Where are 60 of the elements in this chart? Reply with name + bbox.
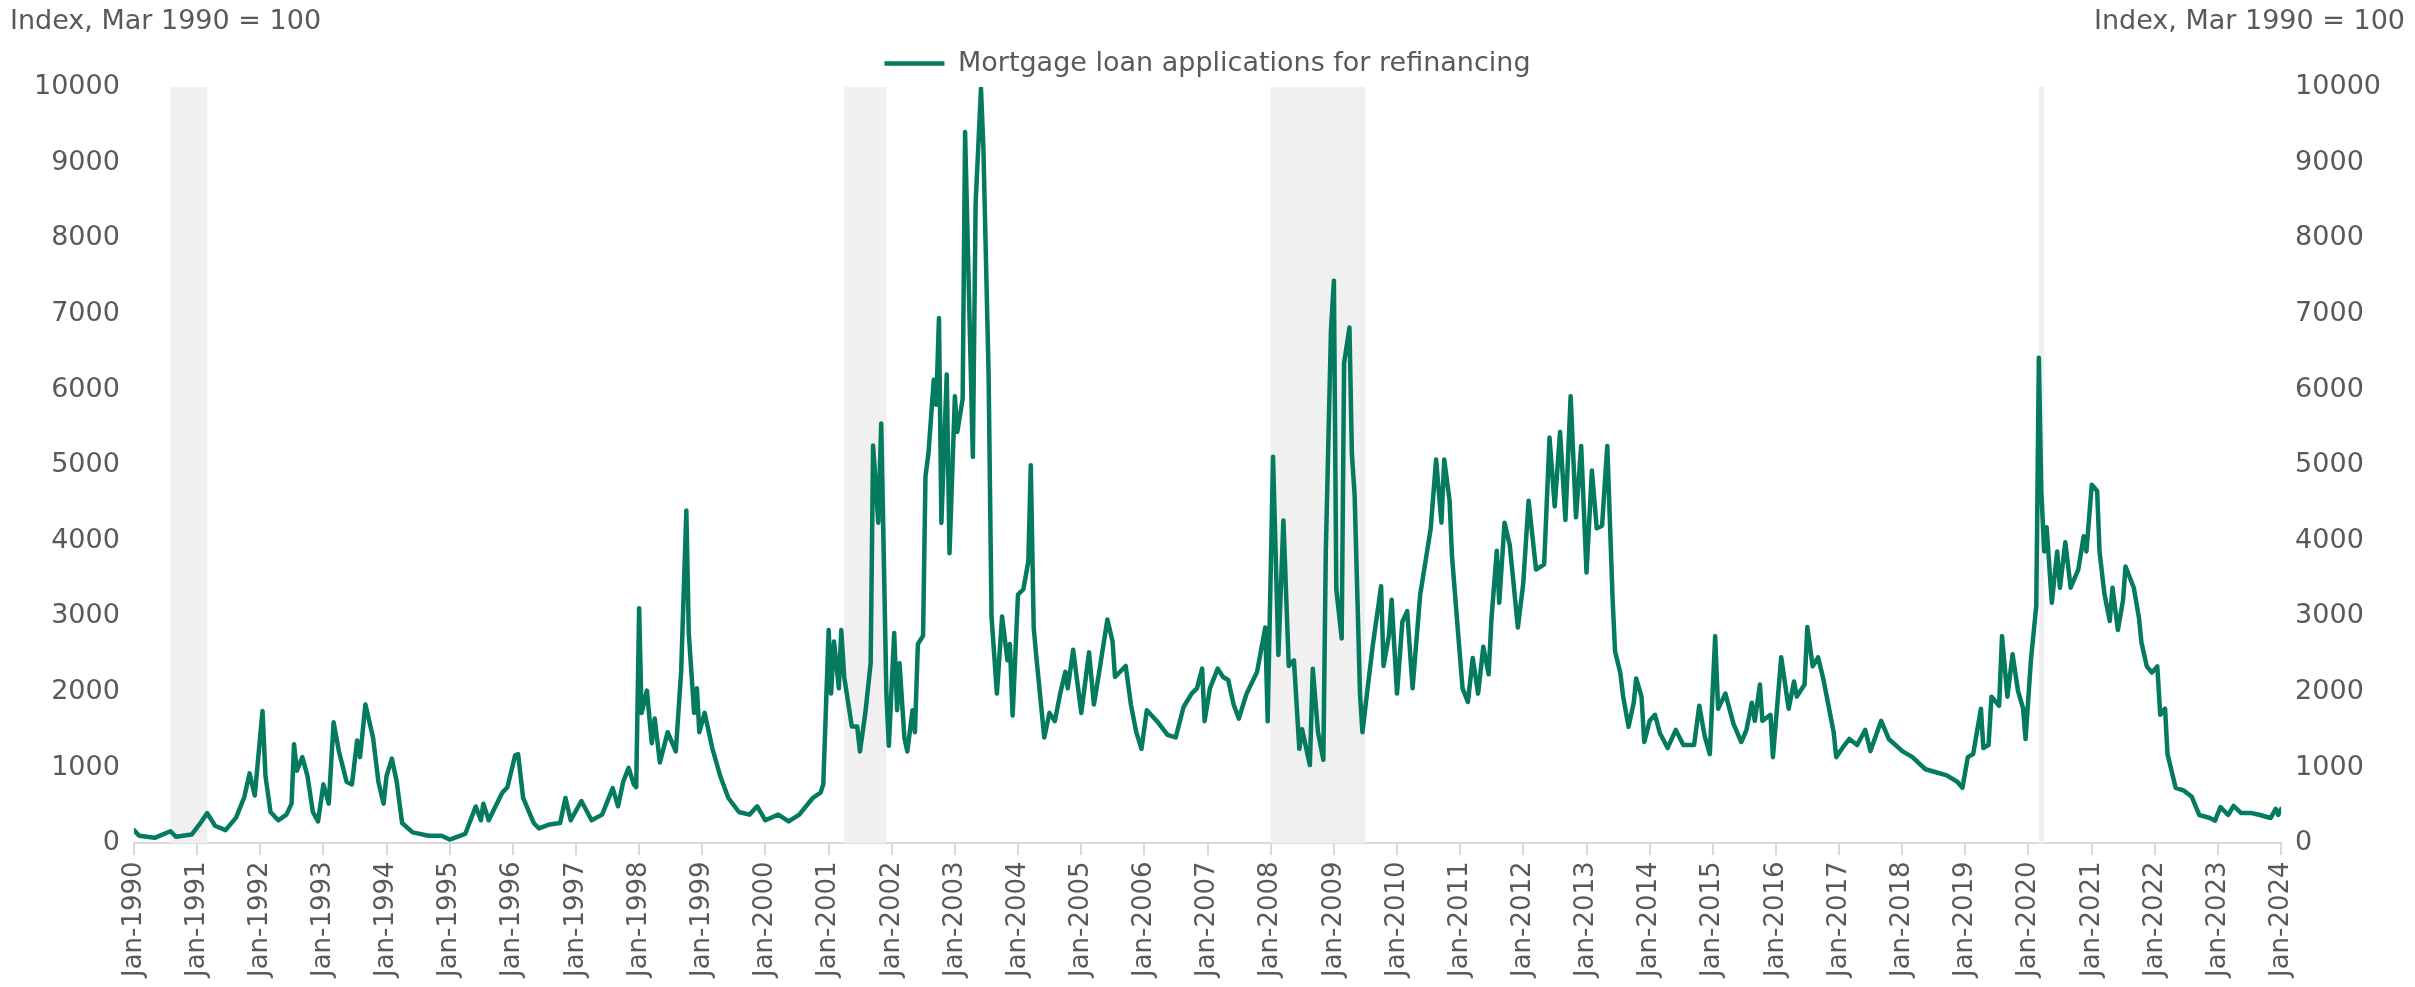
x-tick-label: Jan-2005 (1064, 861, 1095, 980)
x-tick-label: Jan-2006 (1127, 861, 1158, 980)
x-tick-label: Jan-2002 (874, 861, 905, 980)
x-tick-label: Jan-2007 (1190, 861, 1221, 980)
x-tick-label: Jan-1999 (685, 861, 715, 980)
x-tick-label: Jan-2024 (2263, 861, 2294, 980)
x-tick-label: Jan-1993 (306, 861, 337, 980)
x-tick-label: Jan-1992 (242, 861, 273, 980)
x-tick-label: Jan-2009 (1316, 861, 1347, 980)
y2-tick-label: 2000 (2295, 674, 2364, 706)
x-tick-label: Jan-2020 (2011, 861, 2042, 980)
x-tick-label: Jan-2019 (1948, 861, 1979, 980)
x-tick-label: Jan-2023 (2200, 861, 2231, 980)
x-tick-label: Jan-2016 (1758, 861, 1789, 980)
x-tick-label: Jan-2001 (811, 861, 842, 980)
y-tick-label: 7000 (51, 295, 120, 327)
x-tick-label: Jan-1994 (369, 861, 400, 980)
y2-tick-label: 3000 (2295, 598, 2364, 630)
legend-label: Mortgage loan applications for refinancing (957, 45, 1531, 77)
y-tick-label: 8000 (51, 220, 120, 252)
x-tick-label: Jan-2000 (748, 861, 779, 980)
y-tick-label: 1000 (51, 749, 120, 781)
x-tick-label: Jan-2015 (1695, 861, 1726, 980)
y2-tick-label: 0 (2295, 825, 2313, 857)
y-tick-label: 6000 (51, 371, 120, 403)
x-tick-label: Jan-1997 (558, 861, 589, 980)
x-tick-label: Jan-2012 (1505, 861, 1536, 980)
x-tick-label: Jan-1990 (116, 861, 147, 980)
y2-tick-label: 10000 (2295, 69, 2382, 101)
y-tick-label: 3000 (51, 598, 120, 630)
x-tick-label: Jan-2013 (1569, 861, 1600, 980)
x-tick-label: Jan-2017 (1821, 861, 1852, 980)
y-tick-label: 5000 (51, 447, 120, 479)
x-tick-label: Jan-1991 (179, 861, 210, 980)
x-tick-label: Jan-1996 (495, 861, 526, 980)
x-tick-label: Jan-1998 (621, 861, 652, 980)
y2-tick-label: 7000 (2295, 295, 2364, 327)
y2-tick-label: 1000 (2295, 749, 2364, 781)
y-tick-label: 0 (102, 825, 120, 857)
x-tick-label: Jan-2022 (2137, 861, 2168, 980)
y-tick-label: 9000 (51, 144, 120, 176)
x-tick-label: Jan-2014 (1632, 861, 1663, 980)
y2-tick-label: 8000 (2295, 220, 2364, 252)
x-tick-label: Jan-2010 (1379, 861, 1410, 980)
y2-tick-label: 4000 (2295, 522, 2364, 554)
x-tick-label: Jan-2021 (2074, 861, 2105, 980)
x-tick-label: Jan-2004 (1000, 861, 1031, 980)
y2-tick-label: 6000 (2295, 371, 2364, 403)
y-tick-label: 10000 (33, 69, 120, 101)
y2-tick-label: 9000 (2295, 144, 2364, 176)
x-tick-label: Jan-2008 (1253, 861, 1284, 980)
x-tick-label: Jan-2003 (937, 861, 968, 980)
y-axis-title: Index, Mar 1990 = 100 (10, 4, 322, 35)
y-tick-label: 4000 (51, 522, 120, 554)
x-tick-label: Jan-2018 (1885, 861, 1916, 980)
y2-axis-title: Index, Mar 1990 = 100 (2093, 4, 2405, 35)
y2-tick-label: 5000 (2295, 447, 2364, 479)
x-tick-label: Jan-1995 (432, 861, 463, 980)
x-tick-label: Jan-2011 (1442, 861, 1473, 980)
y-tick-label: 2000 (51, 674, 120, 706)
